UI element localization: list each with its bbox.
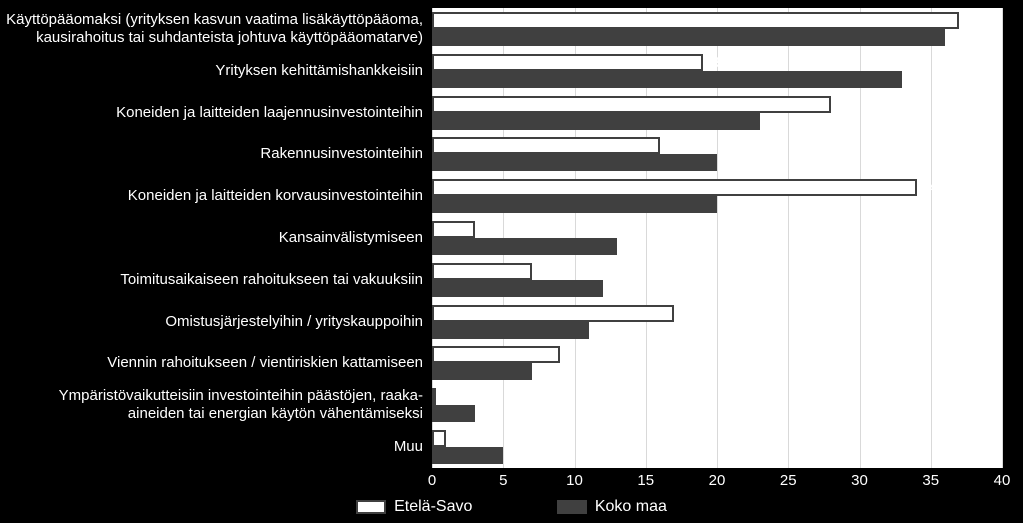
category-label: Muu	[3, 426, 423, 468]
bar-etela-savo	[432, 96, 831, 113]
value-label-etela-savo: 9	[564, 346, 572, 363]
bar-etela-savo	[432, 430, 446, 447]
x-tick-label: 25	[768, 472, 808, 489]
value-label-koko-maa: 20	[721, 154, 738, 171]
bar-koko-maa	[432, 113, 760, 130]
gridline	[1002, 8, 1003, 468]
x-tick-label: 10	[555, 472, 595, 489]
legend-label-koko-maa: Koko maa	[595, 498, 667, 516]
value-label-etela-savo: 3	[479, 221, 487, 238]
x-tick-label: 30	[840, 472, 880, 489]
bar-koko-maa	[432, 405, 475, 422]
category-label: Koneiden ja laitteiden laajennusinvestoi…	[3, 92, 423, 134]
category-label: Yrityksen kehittämishankkeisiin	[3, 50, 423, 92]
value-label-koko-maa: 7	[536, 363, 544, 380]
x-tick-label: 5	[483, 472, 523, 489]
value-label-koko-maa: 12	[607, 280, 624, 297]
bar-etela-savo	[432, 12, 959, 29]
bar-etela-savo	[432, 179, 917, 196]
value-label-koko-maa: 20	[721, 196, 738, 213]
category-label: Ympäristövaikutteisiin investointeihin p…	[3, 384, 423, 426]
bar-etela-savo	[432, 221, 475, 238]
value-label-koko-maa: 5	[507, 447, 515, 464]
value-label-etela-savo: 1	[450, 430, 458, 447]
legend-item-etela-savo: Etelä-Savo	[356, 498, 472, 516]
bar-koko-maa	[432, 238, 617, 255]
gridline	[931, 8, 932, 468]
value-label-koko-maa: 13	[621, 238, 638, 255]
x-tick-label: 40	[982, 472, 1022, 489]
bar-koko-maa	[432, 280, 603, 297]
x-tick-label: 15	[626, 472, 666, 489]
legend-swatch-etela-savo	[356, 500, 386, 514]
x-tick-label: 35	[911, 472, 951, 489]
bar-etela-savo	[432, 305, 674, 322]
value-label-etela-savo: 37	[963, 12, 980, 29]
bar-koko-maa	[432, 447, 503, 464]
value-label-koko-maa: 33	[906, 71, 923, 88]
value-label-etela-savo: 17	[678, 305, 695, 322]
value-label-koko-maa: 23	[764, 113, 781, 130]
bar-koko-maa	[432, 71, 902, 88]
bar-koko-maa	[432, 154, 717, 171]
value-label-etela-savo: 28	[835, 96, 852, 113]
category-label: Omistusjärjestelyihin / yrityskauppoihin	[3, 301, 423, 343]
value-label-etela-savo: 0	[436, 388, 444, 405]
value-label-etela-savo: 7	[536, 263, 544, 280]
bar-koko-maa	[432, 29, 945, 46]
value-label-koko-maa: 11	[593, 322, 609, 339]
legend: Etelä-Savo Koko maa	[0, 498, 1023, 519]
legend-item-koko-maa: Koko maa	[557, 498, 667, 516]
legend-label-etela-savo: Etelä-Savo	[394, 498, 472, 516]
category-label: Viennin rahoitukseen / vientiriskien kat…	[3, 343, 423, 385]
chart-container: 0510152025303540 Käyttöpääomaksi (yrityk…	[0, 0, 1023, 523]
x-tick-label: 0	[412, 472, 452, 489]
bar-etela-savo	[432, 54, 703, 71]
value-label-koko-maa: 3	[479, 405, 487, 422]
bar-koko-maa	[432, 196, 717, 213]
category-label: Toimitusaikaiseen rahoitukseen tai vakuu…	[3, 259, 423, 301]
bar-etela-savo	[432, 137, 660, 154]
legend-swatch-koko-maa	[557, 500, 587, 514]
category-label: Käyttöpääomaksi (yrityksen kasvun vaatim…	[3, 8, 423, 50]
bar-etela-savo	[432, 263, 532, 280]
category-label: Kansainvälistymiseen	[3, 217, 423, 259]
bar-koko-maa	[432, 322, 589, 339]
x-tick-label: 20	[697, 472, 737, 489]
value-label-koko-maa: 36	[949, 29, 966, 46]
value-label-etela-savo: 19	[707, 54, 724, 71]
value-label-etela-savo: 16	[664, 137, 681, 154]
value-label-etela-savo: 34	[921, 179, 938, 196]
bar-koko-maa	[432, 363, 532, 380]
category-label: Rakennusinvestointeihin	[3, 133, 423, 175]
category-label: Koneiden ja laitteiden korvausinvestoint…	[3, 175, 423, 217]
bar-etela-savo	[432, 346, 560, 363]
